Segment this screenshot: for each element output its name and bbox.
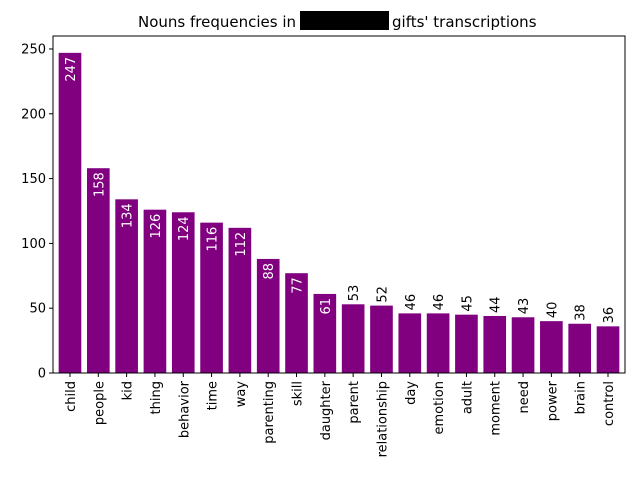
value-label-need: 43 — [517, 298, 532, 315]
x-tick-label-skill: skill — [291, 381, 306, 406]
x-tick-label-emotion: emotion — [432, 381, 447, 435]
x-tick-label-need: need — [517, 381, 532, 414]
y-tick-label-0: 0 — [38, 367, 46, 382]
x-tick-label-time: time — [206, 381, 221, 410]
value-label-relationship: 52 — [375, 286, 390, 303]
x-tick-label-behavior: behavior — [177, 380, 192, 438]
x-tick-label-child: child — [64, 381, 79, 412]
bar-need — [511, 317, 535, 373]
value-label-time: 116 — [206, 227, 221, 252]
plot-frame — [52, 35, 626, 374]
value-label-adult: 45 — [460, 295, 475, 312]
bar-time — [200, 222, 223, 373]
x-tick-label-daughter: daughter — [319, 380, 334, 440]
bar-skill — [285, 273, 308, 373]
value-label-moment: 44 — [489, 296, 504, 313]
value-label-day: 46 — [404, 294, 419, 311]
chart-title-suffix: gifts' transcriptions — [392, 13, 537, 31]
value-label-kid: 134 — [121, 203, 136, 228]
value-label-power: 40 — [545, 302, 560, 319]
y-tick-label-250: 250 — [21, 42, 46, 57]
x-tick-label-kid: kid — [121, 381, 136, 400]
y-tick-label-150: 150 — [21, 172, 46, 187]
bar-emotion — [426, 313, 450, 373]
x-tick-label-parenting: parenting — [262, 381, 277, 444]
y-tick-label-200: 200 — [21, 107, 46, 122]
x-tick-label-moment: moment — [489, 381, 504, 436]
value-label-way: 112 — [234, 232, 249, 257]
bar-day — [398, 313, 422, 373]
value-label-thing: 126 — [149, 214, 164, 239]
y-axis: 0 50 100 150 200 250 — [21, 42, 53, 382]
x-tick-label-power: power — [545, 380, 560, 421]
bar-parenting — [256, 258, 280, 373]
bars — [58, 52, 620, 373]
x-tick-label-adult: adult — [460, 381, 475, 414]
bar-control — [596, 326, 620, 373]
chart-title: Nouns frequencies in gifts' transcriptio… — [138, 11, 537, 31]
x-tick-label-thing: thing — [149, 381, 164, 414]
bar-moment — [483, 315, 507, 373]
x-tick-label-brain: brain — [574, 381, 589, 414]
x-tick-label-relationship: relationship — [375, 381, 390, 457]
value-label-control: 36 — [602, 307, 617, 324]
bar-power — [540, 321, 563, 373]
value-labels: 247 158 134 126 124 116 112 88 77 61 53 52 46 46 45 44 4… — [64, 57, 617, 323]
value-label-daughter: 61 — [319, 298, 334, 315]
bar-parent — [341, 304, 365, 373]
value-label-skill: 77 — [291, 277, 306, 294]
x-tick-label-day: day — [404, 381, 419, 405]
value-label-behavior: 124 — [177, 216, 192, 241]
bar-daughter — [313, 293, 337, 373]
title-redaction-block — [300, 11, 389, 30]
chart-title-prefix: Nouns frequencies in — [138, 13, 296, 31]
y-tick-label-100: 100 — [21, 237, 46, 252]
y-tick-label-50: 50 — [29, 302, 46, 317]
bar-people — [86, 168, 110, 373]
value-label-people: 158 — [92, 172, 107, 197]
x-tick-label-control: control — [602, 381, 617, 426]
bar-way — [228, 227, 252, 373]
bar-thing — [143, 209, 167, 373]
x-tick-label-way: way — [234, 381, 249, 408]
x-tick-label-parent: parent — [347, 381, 362, 424]
x-tick-label-people: people — [92, 381, 107, 425]
value-label-parenting: 88 — [262, 263, 277, 280]
bar-child — [58, 52, 82, 373]
bar-brain — [568, 323, 592, 373]
value-label-child: 247 — [64, 57, 79, 82]
value-label-parent: 53 — [347, 285, 362, 302]
bar-adult — [455, 314, 478, 373]
x-axis: child people kid thing behavior time way parent… — [64, 373, 617, 457]
bar-relationship — [370, 305, 393, 373]
bar-kid — [115, 199, 138, 373]
bar-behavior — [171, 212, 195, 373]
value-label-brain: 38 — [574, 304, 589, 321]
value-label-emotion: 46 — [432, 294, 447, 311]
